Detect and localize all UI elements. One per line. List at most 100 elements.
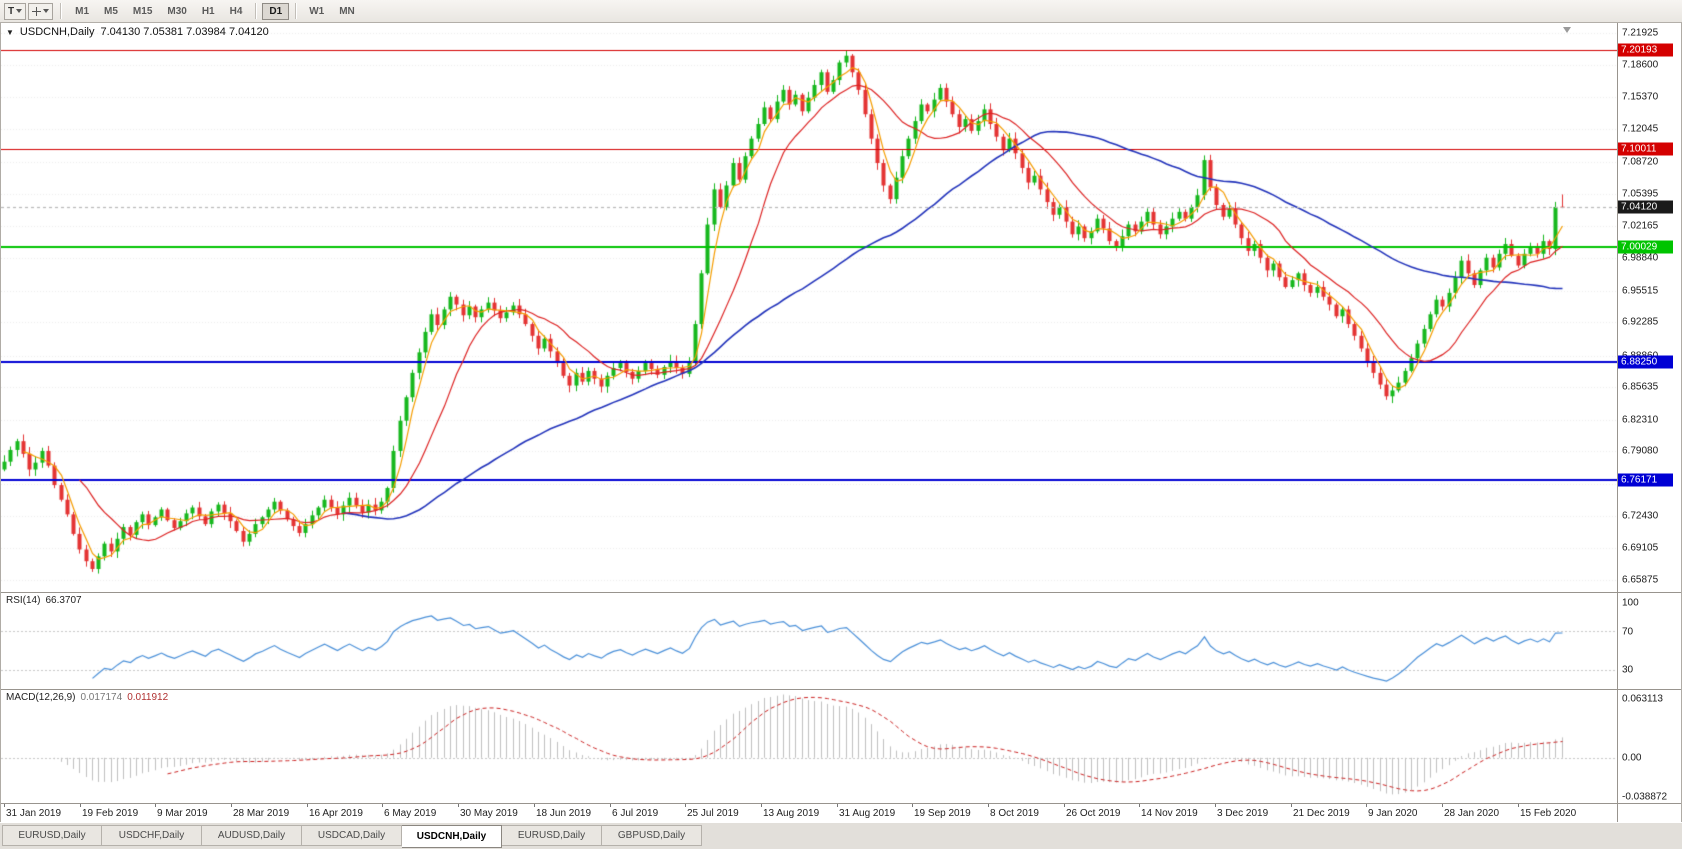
tab-usdcnh-daily[interactable]: USDCNH,Daily — [402, 825, 502, 848]
timeframe-button-d1[interactable]: D1 — [262, 2, 290, 20]
price-axis-label: 6.72430 — [1622, 510, 1659, 522]
price-axis-label: 7.05395 — [1622, 188, 1659, 200]
rsi-indicator-name: RSI(14) — [6, 595, 41, 607]
chart-shift-marker[interactable] — [1563, 27, 1571, 33]
rsi-axis-label: 30 — [1622, 664, 1634, 676]
rsi-panel: RSI(14) 66.3707 100 70 30 — [1, 592, 1681, 690]
time-axis-label: 21 Dec 2019 — [1293, 808, 1350, 819]
time-axis-tick — [1518, 804, 1519, 807]
tab-eurusd-daily[interactable]: EURUSD,Daily — [2, 825, 102, 846]
current-price-badge: 7.04120 — [1618, 200, 1673, 214]
time-axis-label: 30 May 2019 — [460, 808, 518, 819]
time-axis-label: 28 Mar 2019 — [233, 808, 290, 819]
time-axis-tick — [1366, 804, 1367, 807]
text-tool-button[interactable]: T — [4, 2, 27, 20]
time-axis-label: 6 May 2019 — [384, 808, 437, 819]
time-axis-tick — [761, 804, 762, 807]
macd-axis[interactable]: 0.063113 0.00 -0.038872 — [1617, 690, 1681, 803]
symbol-menu-icon[interactable]: ▼ — [6, 27, 14, 37]
time-axis-label: 15 Feb 2020 — [1520, 808, 1577, 819]
time-axis-tick — [231, 804, 232, 807]
time-axis-tick — [837, 804, 838, 807]
tab-gbpusd-daily[interactable]: GBPUSD,Daily — [602, 825, 702, 846]
rsi-axis-label: 100 — [1622, 597, 1639, 609]
time-axis-label: 26 Oct 2019 — [1066, 808, 1121, 819]
time-axis-label: 14 Nov 2019 — [1141, 808, 1198, 819]
rsi-label: RSI(14) 66.3707 — [6, 595, 82, 606]
timeframe-button-m30[interactable]: M30 — [167, 5, 187, 17]
time-axis-tick — [80, 804, 81, 807]
toolbar-separator — [295, 3, 297, 19]
time-axis-tick — [610, 804, 611, 807]
level-price-badge: 6.76171 — [1618, 473, 1673, 487]
rsi-plot[interactable]: RSI(14) 66.3707 — [1, 593, 1617, 690]
timeframe-button-mn[interactable]: MN — [339, 5, 355, 17]
price-axis-label: 7.02165 — [1622, 220, 1659, 232]
time-axis-label: 6 Jul 2019 — [612, 808, 659, 819]
price-axis-label: 7.18600 — [1622, 59, 1659, 71]
level-price-badge: 7.20193 — [1618, 43, 1673, 57]
macd-canvas[interactable] — [1, 690, 1617, 803]
time-axis-label: 31 Aug 2019 — [839, 808, 896, 819]
price-axis-label: 7.08720 — [1622, 156, 1659, 168]
time-axis-label: 3 Dec 2019 — [1217, 808, 1269, 819]
timeframe-button-h1[interactable]: H1 — [201, 5, 215, 17]
price-plot[interactable]: ▼ USDCNH,Daily 7.04130 7.05381 7.03984 7… — [1, 23, 1617, 592]
macd-axis-label: 0.00 — [1622, 752, 1642, 764]
price-axis-label: 6.95515 — [1622, 285, 1659, 297]
time-axis-tick — [1291, 804, 1292, 807]
price-axis-label: 6.85635 — [1622, 381, 1659, 393]
rsi-axis-label: 70 — [1622, 626, 1634, 638]
timeframe-button-m15[interactable]: M15 — [132, 5, 153, 17]
toolbar: T M1 M5 M15 M30 H1 H4 D1 W1 MN — [0, 0, 1682, 23]
price-axis-label: 7.15370 — [1622, 91, 1659, 103]
time-axis-label: 13 Aug 2019 — [763, 808, 820, 819]
time-axis-label: 19 Feb 2019 — [82, 808, 139, 819]
rsi-axis[interactable]: 100 70 30 — [1617, 593, 1681, 690]
rsi-canvas[interactable] — [1, 593, 1617, 690]
time-axis-label: 31 Jan 2019 — [6, 808, 62, 819]
price-axis-label: 6.98840 — [1622, 252, 1659, 264]
macd-axis-label: 0.063113 — [1622, 693, 1663, 705]
price-axis-label: 6.69105 — [1622, 542, 1659, 554]
rsi-indicator-value: 66.3707 — [45, 595, 82, 607]
time-axis-tick — [1215, 804, 1216, 807]
time-axis-tick — [988, 804, 989, 807]
time-axis-tick — [534, 804, 535, 807]
crosshair-icon — [32, 6, 42, 16]
macd-indicator-name: MACD(12,26,9) — [6, 692, 76, 704]
macd-plot[interactable]: MACD(12,26,9) 0.017174 0.011912 — [1, 690, 1617, 803]
chart-tab-bar: EURUSD,Daily USDCHF,Daily AUDUSD,Daily USDC… — [0, 822, 1682, 849]
text-tool-label: T — [8, 5, 15, 17]
price-chart-canvas[interactable] — [1, 23, 1617, 592]
tab-usdchf-daily[interactable]: USDCHF,Daily — [102, 825, 202, 846]
timeframe-group: M1 M5 M15 M30 H1 H4 D1 W1 MN — [68, 2, 362, 20]
timeframe-button-m5[interactable]: M5 — [104, 5, 118, 17]
price-axis-label: 6.79080 — [1622, 445, 1659, 457]
crosshair-tool-button[interactable] — [28, 2, 54, 20]
time-axis-tick — [1442, 804, 1443, 807]
macd-panel: MACD(12,26,9) 0.017174 0.011912 0.063113… — [1, 689, 1681, 803]
time-axis-label: 28 Jan 2020 — [1444, 808, 1500, 819]
price-axis[interactable]: 7.21925 7.18600 7.15370 7.12045 7.08720 7.053… — [1617, 23, 1681, 593]
level-price-badge: 7.00029 — [1618, 240, 1673, 254]
time-axis-tick — [155, 804, 156, 807]
tab-audusd-daily[interactable]: AUDUSD,Daily — [202, 825, 302, 846]
macd-main-value: 0.017174 — [80, 692, 123, 704]
level-price-badge: 7.10011 — [1618, 142, 1673, 156]
timeframe-button-m1[interactable]: M1 — [75, 5, 90, 17]
chart-title-symbol: USDCNH,Daily — [19, 26, 95, 38]
time-axis-tick — [685, 804, 686, 807]
time-axis-tick — [4, 804, 5, 807]
time-axis[interactable]: 31 Jan 2019 19 Feb 2019 9 Mar 2019 28 Mar 2… — [1, 803, 1681, 822]
timeframe-button-w1[interactable]: W1 — [309, 5, 325, 17]
tab-eurusd-daily[interactable]: EURUSD,Daily — [502, 825, 602, 846]
toolbar-separator — [255, 3, 257, 19]
price-axis-label: 6.92285 — [1622, 316, 1659, 328]
time-axis-label: 8 Oct 2019 — [990, 808, 1039, 819]
time-axis-label: 25 Jul 2019 — [687, 808, 739, 819]
timeframe-button-h4[interactable]: H4 — [229, 5, 243, 17]
time-axis-label: 9 Jan 2020 — [1368, 808, 1418, 819]
price-axis-label: 6.82310 — [1622, 414, 1659, 426]
tab-usdcad-daily[interactable]: USDCAD,Daily — [302, 825, 402, 846]
